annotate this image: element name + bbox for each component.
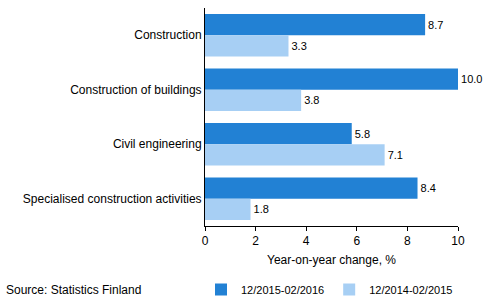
svg-text:10: 10 bbox=[451, 234, 465, 248]
svg-text:Year-on-year change, %: Year-on-year change, % bbox=[267, 253, 396, 267]
svg-text:2: 2 bbox=[252, 234, 259, 248]
svg-text:5.8: 5.8 bbox=[355, 128, 370, 140]
svg-text:0: 0 bbox=[202, 234, 209, 248]
svg-text:Source: Statistics Finland: Source: Statistics Finland bbox=[6, 283, 141, 297]
svg-text:6: 6 bbox=[353, 234, 360, 248]
svg-text:8.4: 8.4 bbox=[421, 182, 436, 194]
svg-text:8.7: 8.7 bbox=[428, 19, 443, 31]
svg-text:4: 4 bbox=[303, 234, 310, 248]
svg-text:3.8: 3.8 bbox=[304, 94, 319, 106]
svg-text:Civil engineering: Civil engineering bbox=[113, 137, 202, 151]
svg-text:3.3: 3.3 bbox=[291, 40, 306, 52]
svg-text:10.0: 10.0 bbox=[461, 73, 482, 85]
svg-text:1.8: 1.8 bbox=[254, 203, 269, 215]
svg-text:12/2015-02/2016: 12/2015-02/2016 bbox=[241, 284, 324, 296]
svg-text:Construction of buildings: Construction of buildings bbox=[70, 83, 201, 97]
svg-text:Specialised construction activ: Specialised construction activities bbox=[23, 192, 202, 206]
svg-text:12/2014-02/2015: 12/2014-02/2015 bbox=[369, 284, 452, 296]
svg-text:Construction: Construction bbox=[134, 28, 201, 42]
svg-text:7.1: 7.1 bbox=[388, 149, 403, 161]
svg-text:8: 8 bbox=[404, 234, 411, 248]
